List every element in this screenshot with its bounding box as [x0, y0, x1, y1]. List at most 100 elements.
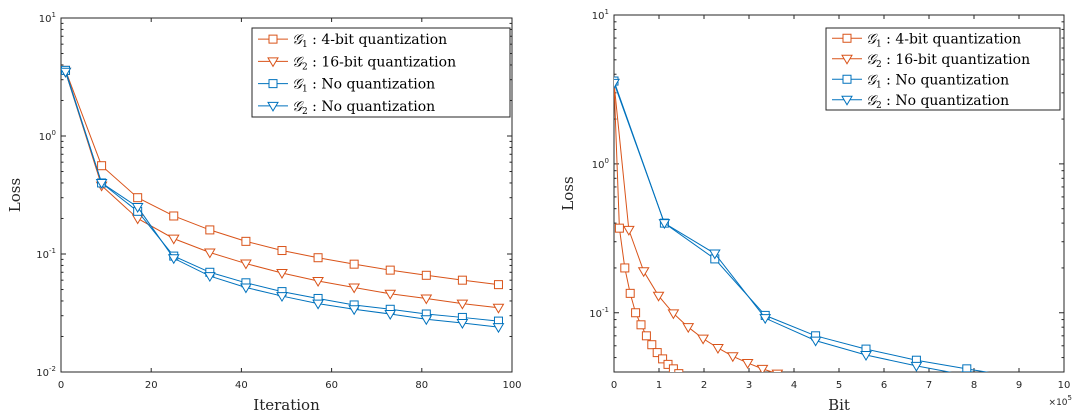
legend-label: 𝒢1 : 4-bit quantization	[292, 32, 447, 50]
data-point	[910, 361, 923, 372]
data-point	[276, 292, 288, 303]
data-point	[205, 225, 215, 235]
legend-label: 𝒢2 : No quantization	[292, 99, 435, 117]
x-tick-label: 60	[325, 380, 338, 391]
series-line-4	[614, 82, 952, 372]
y-tick-label: 100	[592, 157, 609, 171]
legend: 𝒢1 : 4-bit quantization 𝒢2 : 16-bit quant…	[825, 27, 1061, 111]
data-point	[652, 291, 665, 302]
data-point	[674, 369, 684, 372]
legend-marker	[842, 74, 852, 84]
data-point	[960, 371, 973, 372]
data-point	[203, 248, 216, 259]
legend-label: 𝒢2 : 16-bit quantization	[292, 54, 456, 72]
data-point	[637, 267, 650, 278]
data-point	[741, 358, 754, 369]
data-point	[759, 314, 772, 325]
x-tick-label: 20	[145, 380, 158, 391]
x-tick-label: 6	[881, 380, 887, 391]
x-tick-label: 7	[926, 380, 932, 391]
x-tick-label: 2	[701, 380, 707, 391]
y-tick-label: 100	[39, 129, 56, 143]
x-exponent-label: ×105	[1049, 394, 1072, 408]
x-tick-label: 100	[502, 380, 521, 391]
data-point	[614, 223, 624, 233]
data-point	[756, 364, 769, 372]
legend-marker	[268, 34, 278, 44]
data-point	[384, 289, 397, 300]
data-point	[625, 288, 635, 298]
x-tick-label: 9	[1016, 380, 1022, 391]
data-point	[240, 259, 252, 270]
legend: 𝒢1 : 4-bit quantization 𝒢2 : 16-bit quant…	[251, 27, 511, 118]
data-point	[277, 246, 287, 256]
data-point	[809, 336, 822, 347]
data-point	[493, 280, 503, 290]
x-tick-label: 0	[58, 380, 64, 391]
x-axis-label: Iteration	[253, 396, 320, 414]
data-point	[457, 275, 467, 285]
data-point	[420, 315, 433, 326]
data-point	[641, 331, 651, 341]
data-point	[631, 308, 641, 318]
data-point	[962, 364, 972, 372]
data-point	[240, 283, 252, 294]
data-point	[313, 253, 323, 263]
data-point	[95, 178, 108, 189]
data-point	[384, 310, 397, 321]
legend-label: 𝒢1 : No quantization	[866, 72, 1009, 90]
series-layer	[614, 76, 990, 372]
data-point	[771, 369, 784, 372]
y-axis-label: Loss	[559, 176, 577, 210]
data-point	[620, 263, 630, 273]
data-point	[658, 219, 671, 230]
data-point	[456, 319, 469, 330]
data-point	[312, 299, 324, 310]
data-point	[133, 193, 143, 203]
legend-label: 𝒢1 : No quantization	[292, 77, 435, 95]
data-point	[712, 343, 724, 354]
data-point	[726, 352, 739, 363]
x-tick-label: 8	[971, 380, 977, 391]
legend-marker	[841, 95, 853, 106]
data-point	[349, 259, 359, 269]
data-point	[421, 270, 431, 280]
data-point	[276, 269, 288, 280]
data-point	[492, 323, 505, 334]
x-tick-label: 3	[746, 380, 752, 391]
x-tick-label: 0	[611, 380, 617, 391]
data-point	[658, 354, 668, 364]
legend-marker	[267, 57, 279, 68]
y-tick-label: 101	[39, 11, 56, 25]
data-point	[456, 299, 469, 310]
chart-1: 0 20 40 60 80 100 10-2 10-1 100 101 Iteration Loss 𝒢…	[6, 11, 522, 414]
y-tick-label: 101	[592, 8, 609, 22]
legend-marker	[268, 79, 278, 89]
data-point	[647, 340, 657, 350]
series-line-2	[614, 82, 774, 372]
data-point	[667, 309, 680, 320]
data-point	[241, 236, 251, 246]
data-point	[636, 320, 646, 330]
data-point	[492, 303, 505, 314]
data-point	[169, 211, 179, 221]
y-tick-label: 10-1	[36, 247, 56, 261]
data-point	[385, 265, 395, 275]
legend-box	[251, 27, 511, 118]
data-point	[668, 364, 678, 372]
data-point	[682, 323, 695, 334]
y-tick-label: 10-2	[36, 365, 56, 379]
legend-label: 𝒢1 : 4-bit quantization	[866, 31, 1021, 49]
data-point	[348, 283, 361, 294]
legend-marker	[842, 33, 852, 43]
x-tick-label: 1	[656, 380, 662, 391]
data-point	[97, 161, 107, 171]
series-layer	[61, 65, 505, 334]
x-tick-label: 80	[415, 380, 428, 391]
series-line-3	[614, 80, 990, 372]
data-point	[420, 294, 433, 305]
plot-area	[60, 17, 513, 373]
data-point	[614, 78, 620, 89]
data-point	[697, 334, 709, 345]
